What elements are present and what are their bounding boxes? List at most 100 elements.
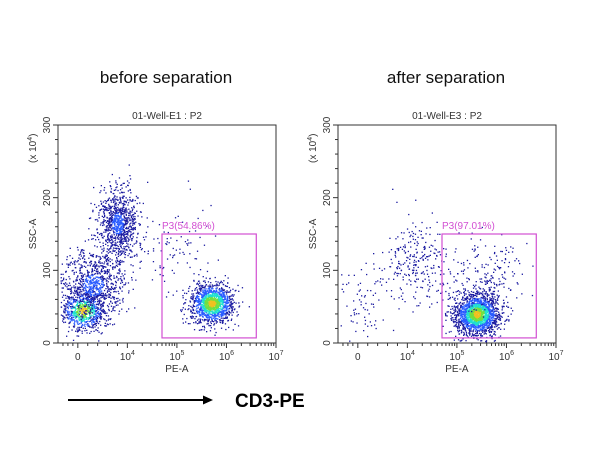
- data-point: [76, 299, 78, 301]
- data-point: [119, 268, 121, 270]
- data-point: [81, 304, 84, 306]
- data-point: [227, 277, 229, 279]
- data-point: [220, 304, 222, 306]
- data-point: [477, 325, 479, 327]
- data-point: [99, 316, 102, 319]
- data-point: [215, 290, 218, 292]
- data-point: [122, 204, 125, 206]
- data-point: [210, 289, 212, 291]
- data-point: [218, 315, 220, 317]
- data-point: [115, 206, 117, 209]
- data-point: [131, 228, 133, 230]
- data-point: [115, 209, 117, 211]
- data-point: [212, 304, 214, 306]
- data-point: [486, 326, 488, 329]
- data-point: [197, 297, 199, 300]
- data-point: [214, 292, 216, 294]
- data-point: [120, 233, 122, 235]
- data-point: [106, 291, 108, 293]
- data-point: [120, 282, 122, 284]
- data-point: [107, 319, 109, 321]
- data-point: [79, 283, 81, 285]
- data-point: [112, 240, 114, 243]
- data-point: [492, 310, 494, 312]
- data-point: [79, 286, 81, 288]
- data-point: [470, 321, 472, 324]
- data-point: [201, 293, 203, 295]
- data-point: [92, 300, 94, 303]
- data-point: [194, 258, 196, 260]
- data-point: [118, 251, 120, 253]
- data-point: [132, 216, 134, 218]
- x-tick-base: 0: [75, 352, 81, 363]
- data-point: [187, 244, 189, 246]
- data-point: [99, 209, 102, 211]
- data-point: [69, 315, 71, 317]
- data-point: [79, 283, 82, 286]
- data-point: [125, 211, 127, 213]
- data-point: [464, 318, 466, 321]
- data-point: [196, 297, 199, 299]
- data-point: [212, 291, 214, 293]
- data-point: [218, 297, 220, 299]
- data-point: [189, 300, 191, 302]
- data-point: [205, 294, 207, 296]
- data-point: [190, 298, 193, 300]
- data-point: [85, 307, 87, 310]
- data-point: [127, 254, 129, 257]
- data-point: [188, 305, 190, 307]
- data-point: [127, 199, 129, 201]
- data-point: [232, 311, 234, 314]
- data-point: [131, 219, 134, 221]
- data-point: [107, 237, 109, 239]
- data-point: [198, 313, 201, 316]
- data-point: [218, 284, 220, 286]
- data-point: [221, 308, 223, 310]
- data-point: [86, 332, 88, 334]
- data-point: [93, 294, 95, 296]
- data-point: [206, 331, 208, 333]
- x-tick-exp: 4: [131, 350, 135, 357]
- data-point: [206, 316, 208, 319]
- data-point: [198, 288, 201, 290]
- data-point: [71, 329, 73, 331]
- data-point: [63, 311, 65, 314]
- data-point: [479, 288, 482, 290]
- data-point: [85, 298, 87, 300]
- data-point: [207, 302, 209, 304]
- data-point: [69, 301, 71, 303]
- data-point: [218, 311, 220, 313]
- data-point: [214, 311, 217, 313]
- data-point: [482, 321, 484, 323]
- data-point: [119, 217, 121, 220]
- data-point: [110, 219, 112, 221]
- data-point: [215, 305, 217, 307]
- data-point: [118, 208, 120, 210]
- data-point: [198, 318, 200, 320]
- data-point: [73, 273, 75, 275]
- data-point: [142, 202, 144, 205]
- data-point: [92, 284, 94, 286]
- data-point: [474, 306, 476, 309]
- data-point: [216, 291, 218, 293]
- data-point: [76, 246, 79, 249]
- data-point: [220, 327, 223, 329]
- data-point: [471, 303, 473, 305]
- data-point: [102, 310, 104, 313]
- data-point: [213, 299, 215, 302]
- data-point: [71, 291, 73, 293]
- data-point: [220, 296, 222, 298]
- data-point: [69, 303, 71, 305]
- data-point: [82, 274, 84, 276]
- data-point: [490, 321, 492, 324]
- data-point: [93, 287, 95, 289]
- data-point: [66, 311, 69, 313]
- data-point: [190, 309, 192, 311]
- data-point: [114, 280, 117, 283]
- data-point: [69, 297, 71, 299]
- data-point: [71, 303, 73, 305]
- data-point: [508, 319, 510, 321]
- data-point: [90, 281, 93, 284]
- data-point: [81, 332, 83, 334]
- data-point: [196, 283, 198, 285]
